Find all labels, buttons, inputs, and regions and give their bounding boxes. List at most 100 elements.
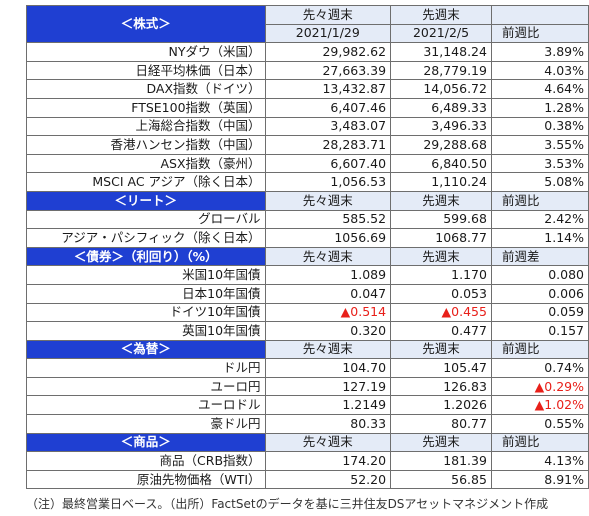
row-value: 1.2149: [264, 395, 392, 416]
row-label: 原油先物価格（WTI）: [26, 469, 266, 490]
row-value: 0.059: [490, 302, 589, 323]
row-value: 80.77: [390, 414, 492, 434]
table-row: 豪ドル円 80.33 80.77 0.55%: [26, 414, 589, 434]
row-value: 1.28%: [490, 97, 589, 118]
table-row: DAX指数（ドイツ） 13,432.87 14,056.72 4.64%: [26, 79, 589, 99]
row-value: 31,148.24: [390, 42, 492, 62]
row-value: 3,483.07: [264, 116, 392, 137]
row-value: 1.170: [390, 265, 492, 285]
table-row: ASX指数（豪州） 6,607.40 6,840.50 3.53%: [26, 153, 589, 174]
column-header: 前週差: [490, 246, 589, 267]
column-header: 先々週末: [264, 339, 392, 360]
column-header: 2021/2/5: [390, 23, 492, 44]
row-value: 0.477: [390, 321, 492, 341]
row-label: 米国10年国債: [26, 265, 266, 285]
column-header: 先週末: [390, 246, 492, 267]
row-value: 181.39: [390, 451, 492, 471]
row-value: 28,283.71: [264, 135, 392, 155]
table-row: 日本10年国債 0.047 0.053 0.006: [26, 283, 589, 304]
column-header: 先々週末: [264, 246, 392, 267]
row-value: 27,663.39: [264, 60, 392, 81]
row-value: 1,056.53: [264, 172, 392, 192]
row-value: 1056.69: [264, 228, 392, 248]
section-title: ＜商品＞: [26, 432, 266, 453]
column-header: 先週末: [390, 339, 492, 360]
section-header-row: ＜債券＞（利回り）（%） 先々週末 先週末 前週差: [26, 246, 589, 267]
row-value: 1,110.24: [390, 172, 492, 192]
table-row: 商品（CRB指数） 174.20 181.39 4.13%: [26, 451, 589, 471]
row-value: 174.20: [264, 451, 392, 471]
table-row: 原油先物価格（WTI） 52.20 56.85 8.91%: [26, 469, 589, 490]
row-value: 0.053: [390, 283, 492, 304]
row-value: 4.64%: [490, 79, 589, 99]
row-label: DAX指数（ドイツ）: [26, 79, 266, 99]
row-label: NYダウ（米国）: [26, 42, 266, 62]
row-value: ▲0.455: [390, 302, 492, 323]
column-header: [490, 5, 589, 25]
row-value: ▲1.02%: [490, 395, 589, 416]
row-label: ASX指数（豪州）: [26, 153, 266, 174]
column-header: 先々週末: [264, 432, 392, 453]
row-value: 104.70: [264, 358, 392, 378]
row-label: 上海総合指数（中国）: [26, 116, 266, 137]
row-label: 英国10年国債: [26, 321, 266, 341]
row-value: ▲0.514: [264, 302, 392, 323]
row-label: 日本10年国債: [26, 283, 266, 304]
column-header: 前週比: [490, 432, 589, 453]
market-table-body: ＜株式＞ 先々週末 先週末 2021/1/29 2021/2/5 前週比 NYダウ（米国） 2…: [26, 4, 589, 490]
table-row: グローバル 585.52 599.68 2.42%: [26, 209, 589, 230]
row-value: 1.14%: [490, 228, 589, 248]
row-value: 585.52: [264, 209, 392, 230]
row-label: 豪ドル円: [26, 414, 266, 434]
row-value: 29,982.62: [264, 42, 392, 62]
table-row: ユーロ円 127.19 126.83 ▲0.29%: [26, 376, 589, 397]
row-value: 13,432.87: [264, 79, 392, 99]
row-value: 0.157: [490, 321, 589, 341]
column-header: 前週比: [490, 190, 589, 211]
table-row: ユーロドル 1.2149 1.2026 ▲1.02%: [26, 395, 589, 416]
row-label: アジア・パシフィック（除く日本）: [26, 228, 266, 248]
row-value: 56.85: [390, 469, 492, 490]
column-header: 先々週末: [264, 190, 392, 211]
row-value: ▲0.29%: [490, 376, 589, 397]
market-table-container: ＜株式＞ 先々週末 先週末 2021/1/29 2021/2/5 前週比 NYダウ（米国） 2…: [26, 4, 589, 490]
table-row: NYダウ（米国） 29,982.62 31,148.24 3.89%: [26, 42, 589, 62]
row-value: 1068.77: [390, 228, 492, 248]
row-value: 4.03%: [490, 60, 589, 81]
row-value: 0.080: [490, 265, 589, 285]
row-value: 0.006: [490, 283, 589, 304]
row-label: ドイツ10年国債: [26, 302, 266, 323]
row-value: 0.047: [264, 283, 392, 304]
footnote: （注）最終営業日ベース。（出所）FactSetのデータを基に三井住友DSアセット…: [26, 497, 549, 511]
table-row: 香港ハンセン指数（中国） 28,283.71 29,288.68 3.55%: [26, 135, 589, 155]
row-value: 8.91%: [490, 469, 589, 490]
section-header-row: ＜株式＞ 先々週末 先週末: [26, 4, 589, 44]
row-value: 6,607.40: [264, 153, 392, 174]
column-header: 前週比: [490, 339, 589, 360]
row-value: 127.19: [264, 376, 392, 397]
section-title: ＜為替＞: [26, 339, 266, 360]
table-row: MSCI AC アジア（除く日本） 1,056.53 1,110.24 5.08%: [26, 172, 589, 192]
row-label: MSCI AC アジア（除く日本）: [26, 172, 266, 192]
row-value: 0.320: [264, 321, 392, 341]
column-header: 先週末: [390, 432, 492, 453]
row-value: 3,496.33: [390, 116, 492, 137]
section-title: ＜株式＞: [26, 4, 266, 44]
row-value: 0.38%: [490, 116, 589, 137]
table-row: 日経平均株価（日本） 27,663.39 28,779.19 4.03%: [26, 60, 589, 81]
section-header-row: 2021/1/29 2021/2/5 前週比: [27, 23, 589, 44]
row-value: 4.13%: [490, 451, 589, 471]
section-header-row: ＜商品＞ 先々週末 先週末 前週比: [26, 432, 589, 453]
column-header: 先々週末: [264, 5, 392, 25]
table-row: ドル円 104.70 105.47 0.74%: [26, 358, 589, 378]
column-header: 2021/1/29: [264, 23, 392, 44]
table-row: 米国10年国債 1.089 1.170 0.080: [26, 265, 589, 285]
row-value: 2.42%: [490, 209, 589, 230]
table-row: ドイツ10年国債 ▲0.514 ▲0.455 0.059: [26, 302, 589, 323]
section-title: ＜リート＞: [26, 190, 266, 211]
row-label: 日経平均株価（日本）: [26, 60, 266, 81]
table-row: FTSE100指数（英国） 6,407.46 6,489.33 1.28%: [26, 97, 589, 118]
row-value: 0.74%: [490, 358, 589, 378]
row-value: 126.83: [390, 376, 492, 397]
row-value: 6,840.50: [390, 153, 492, 174]
